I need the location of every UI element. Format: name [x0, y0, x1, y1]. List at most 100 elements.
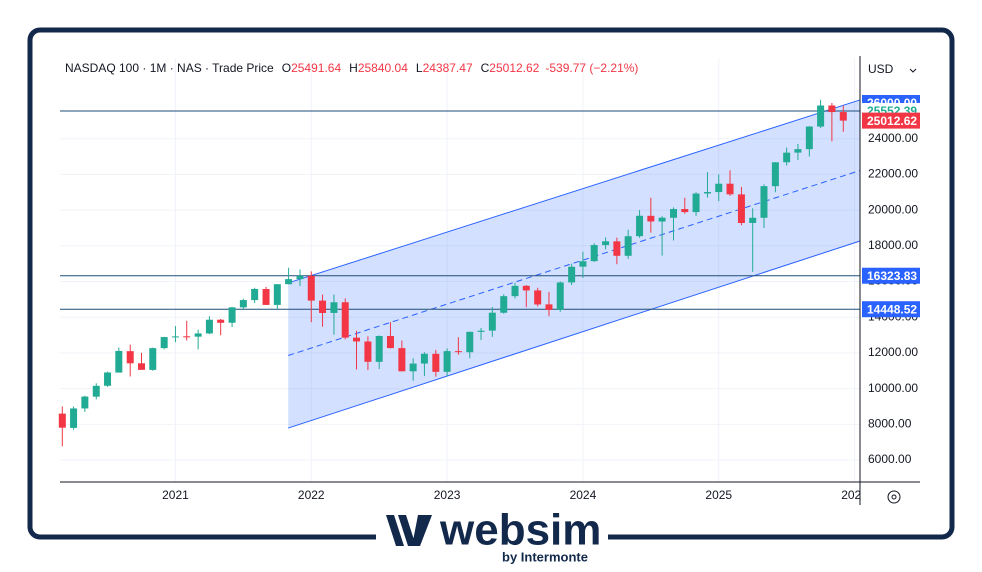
candle-body: [115, 350, 123, 373]
x-tick-label: 2022: [298, 488, 325, 502]
plot: 2021 2022 2023 2024 2025 2026: [58, 58, 868, 502]
candle-body: [579, 261, 587, 267]
candle-body: [477, 330, 485, 332]
candle-body: [239, 300, 247, 308]
candle-body: [647, 215, 655, 222]
channel-fill: [288, 99, 860, 429]
candle-body: [171, 336, 179, 338]
candle-body: [341, 302, 349, 338]
header-value: 25491.64: [291, 61, 341, 75]
candle-body: [92, 385, 100, 397]
header-key: H: [349, 61, 358, 75]
header-value: 25840.04: [358, 61, 408, 75]
candle-body: [500, 296, 508, 313]
candle-body: [353, 337, 361, 342]
candle-body: [828, 105, 836, 113]
x-tick-label: 2024: [570, 488, 597, 502]
candle-body: [217, 319, 225, 323]
candle-body: [126, 351, 134, 364]
candle-body: [409, 363, 417, 372]
candle-body: [568, 266, 576, 283]
header-key: O: [282, 61, 291, 75]
candle-body: [783, 152, 791, 163]
candle-body: [104, 372, 112, 386]
candle-body: [330, 302, 338, 313]
y-tick-label: 22000.00: [868, 167, 918, 181]
channel-lower: [288, 240, 861, 429]
y-tick-label: 24000.00: [868, 131, 918, 145]
y-tick-label: 8000.00: [868, 417, 912, 431]
candle-body: [285, 279, 293, 285]
candle-body: [251, 288, 259, 301]
candle-body: [817, 105, 825, 127]
x-tick-label: 2023: [434, 488, 461, 502]
y-tick-label: 20000.00: [868, 202, 918, 216]
candle-body: [670, 209, 678, 218]
y-tick-label: 6000.00: [868, 452, 912, 466]
price-label-box: [862, 112, 920, 129]
y-tick-label: 12000.00: [868, 345, 918, 359]
candle-body: [715, 183, 723, 193]
candle-body: [522, 285, 530, 291]
price-label-box: [862, 267, 920, 284]
candle-body: [398, 348, 406, 372]
candle-body: [228, 307, 236, 323]
candle-body: [760, 186, 768, 218]
header-value: 25012.62: [489, 61, 539, 75]
candle-body: [454, 351, 462, 353]
candle-body: [839, 112, 847, 121]
candle-body: [511, 285, 519, 297]
candle-body: [307, 275, 315, 301]
logo-tagline: by Intermonte: [502, 549, 588, 564]
channel-upper: [288, 99, 861, 284]
candle-body: [420, 353, 428, 364]
y-tick-label: 10000.00: [868, 381, 918, 395]
candle-body: [488, 312, 496, 331]
candle-body: [624, 236, 632, 256]
candle-body: [443, 351, 451, 372]
x-tick-label: 2021: [162, 488, 189, 502]
candle-body: [703, 192, 711, 194]
candle-body: [794, 149, 802, 153]
currency-chevron[interactable]: [909, 68, 917, 73]
candle-body: [658, 217, 666, 222]
logo-name: websim: [439, 506, 601, 555]
candle-body: [737, 194, 745, 223]
candle-body: [375, 336, 383, 362]
header-title: NASDAQ 100 · 1M · NAS · Trade Price: [65, 61, 274, 75]
candle-body: [194, 333, 202, 337]
price-label-box: [862, 301, 920, 318]
candle-body: [681, 209, 689, 213]
x-tick-label: 2025: [705, 488, 732, 502]
header-key: C: [481, 61, 490, 75]
axis-labels: 6000.008000.0010000.0012000.0014000.0016…: [862, 94, 920, 466]
candle-body: [262, 289, 270, 305]
settings-icon[interactable]: [887, 490, 901, 504]
header: NASDAQ 100 · 1M · NAS · Trade Price O2549…: [65, 61, 638, 75]
header-value: 24387.47: [423, 61, 473, 75]
candle-body: [58, 413, 66, 428]
logo-mark: [386, 515, 432, 546]
y-tick-label: 18000.00: [868, 238, 918, 252]
candle-body: [273, 284, 281, 305]
currency[interactable]: USD: [868, 62, 894, 76]
candle-body: [602, 241, 610, 246]
candle-body: [749, 217, 757, 223]
candle-body: [556, 282, 564, 310]
candle-body: [70, 408, 78, 428]
header-change: -539.77 (−2.21%): [545, 61, 638, 75]
candle-body: [636, 215, 644, 237]
candle-body: [692, 193, 700, 213]
candle-body: [805, 126, 813, 150]
header-key: L: [416, 61, 423, 75]
candle-body: [386, 335, 394, 349]
candle-body: [81, 396, 89, 409]
candle-body: [466, 331, 474, 353]
candle-body: [771, 162, 779, 187]
candle-body: [183, 336, 191, 338]
price-label: 25012.62: [867, 114, 917, 128]
settings-icon-center: [891, 494, 897, 500]
candle-body: [432, 353, 440, 372]
